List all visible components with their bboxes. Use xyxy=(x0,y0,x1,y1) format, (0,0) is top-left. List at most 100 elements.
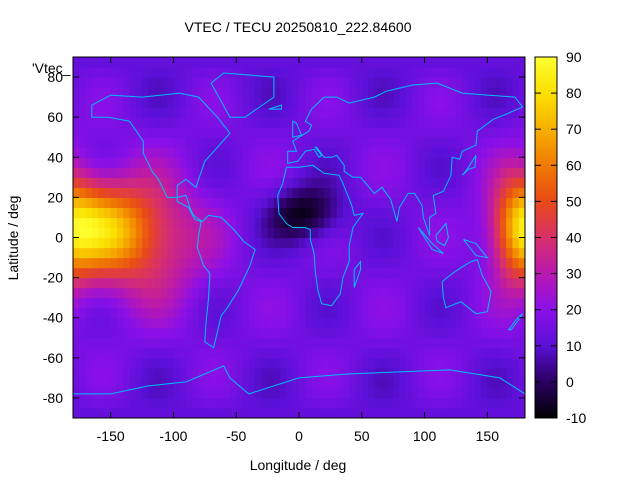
heatmap-cell xyxy=(342,337,350,349)
heatmap-cell xyxy=(418,147,426,158)
heatmap-cell xyxy=(380,267,388,279)
heatmap-cell xyxy=(474,237,482,249)
heatmap-cell xyxy=(267,137,275,148)
heatmap-cell xyxy=(317,137,325,148)
heatmap-cell xyxy=(148,407,156,418)
heatmap-cell xyxy=(167,337,175,349)
heatmap-cell xyxy=(330,217,338,229)
heatmap-cell xyxy=(167,237,175,249)
heatmap-cell xyxy=(261,347,269,359)
heatmap-cell xyxy=(179,237,187,249)
heatmap-cell xyxy=(123,207,131,219)
heatmap-cell xyxy=(223,197,231,209)
heatmap-cell xyxy=(405,87,413,98)
heatmap-cell xyxy=(349,137,357,148)
heatmap-cell xyxy=(336,217,344,229)
heatmap-cell xyxy=(135,217,143,229)
heatmap-cell xyxy=(173,357,181,369)
heatmap-cell xyxy=(324,197,331,209)
heatmap-cell xyxy=(455,287,463,299)
heatmap-cell xyxy=(242,167,250,178)
heatmap-cell xyxy=(123,247,131,259)
heatmap-cell xyxy=(255,137,262,148)
heatmap-cell xyxy=(418,257,426,269)
heatmap-cell xyxy=(217,217,225,229)
heatmap-cell xyxy=(242,347,250,359)
heatmap-cell xyxy=(324,137,331,148)
heatmap-cell xyxy=(154,247,162,259)
heatmap-cell xyxy=(424,167,432,178)
heatmap-cell xyxy=(380,57,388,68)
heatmap-cell xyxy=(399,117,407,128)
heatmap-cell xyxy=(342,227,350,239)
heatmap-cell xyxy=(324,87,331,98)
heatmap-cell xyxy=(462,287,470,299)
heatmap-cell xyxy=(261,247,269,259)
heatmap-cell xyxy=(73,57,80,68)
heatmap-cell xyxy=(380,237,388,249)
x-tick-label: -50 xyxy=(226,428,246,444)
heatmap-cell xyxy=(292,237,300,249)
heatmap-cell xyxy=(487,207,495,219)
heatmap-cell xyxy=(273,327,281,339)
heatmap-cell xyxy=(361,267,369,279)
heatmap-cell xyxy=(518,147,525,158)
heatmap-cell xyxy=(481,57,488,68)
heatmap-cell xyxy=(368,377,375,389)
heatmap-cell xyxy=(437,167,444,178)
heatmap-cell xyxy=(437,127,444,138)
heatmap-cell xyxy=(412,327,419,339)
heatmap-cell xyxy=(198,367,206,379)
heatmap-cell xyxy=(399,137,407,148)
heatmap-cell xyxy=(110,67,118,78)
heatmap-cell xyxy=(261,327,269,339)
heatmap-cell xyxy=(273,67,281,78)
heatmap-cell xyxy=(173,87,181,98)
heatmap-cell xyxy=(154,157,162,168)
heatmap-cell xyxy=(349,297,357,309)
heatmap-cell xyxy=(506,367,514,379)
heatmap-cell xyxy=(292,217,300,229)
heatmap-cell xyxy=(412,77,419,88)
x-axis-ticks: -150 -100 -50 0 50 100 150 xyxy=(97,57,499,444)
coastline-segment xyxy=(353,260,361,288)
heatmap-cell xyxy=(336,257,344,269)
heatmap-cell xyxy=(336,77,344,88)
heatmap-cell xyxy=(160,87,168,98)
heatmap-cell xyxy=(211,67,218,78)
heatmap-cell xyxy=(493,257,501,269)
heatmap-cell xyxy=(248,347,256,359)
heatmap-cell xyxy=(104,317,112,329)
heatmap-cell xyxy=(412,207,419,219)
heatmap-cell xyxy=(223,87,231,98)
heatmap-cell xyxy=(355,387,363,399)
heatmap-cell xyxy=(374,287,382,299)
heatmap-cell xyxy=(361,197,369,209)
heatmap-cell xyxy=(129,117,137,128)
heatmap-cell xyxy=(98,97,105,108)
heatmap-cell xyxy=(267,147,275,158)
heatmap-cell xyxy=(399,407,407,418)
heatmap-cell xyxy=(481,407,488,418)
heatmap-cell xyxy=(223,57,231,68)
heatmap-cell xyxy=(437,347,444,359)
heatmap-cell xyxy=(506,357,514,369)
heatmap-cell xyxy=(324,297,331,309)
heatmap-cell xyxy=(292,57,300,68)
heatmap-cell xyxy=(142,97,149,108)
heatmap-cell xyxy=(160,247,168,259)
heatmap-cell xyxy=(386,397,394,409)
heatmap-cell xyxy=(399,217,407,229)
heatmap-cell xyxy=(493,287,501,299)
heatmap-cell xyxy=(418,107,426,118)
heatmap-cell xyxy=(299,67,306,78)
heatmap-cell xyxy=(160,227,168,239)
heatmap-cell xyxy=(424,397,432,409)
heatmap-cell xyxy=(405,107,413,118)
heatmap-cell xyxy=(129,147,137,158)
heatmap-cell xyxy=(160,327,168,339)
heatmap-cell xyxy=(248,267,256,279)
heatmap-cell xyxy=(129,137,137,148)
heatmap-cell xyxy=(443,157,451,168)
heatmap-cell xyxy=(280,267,288,279)
